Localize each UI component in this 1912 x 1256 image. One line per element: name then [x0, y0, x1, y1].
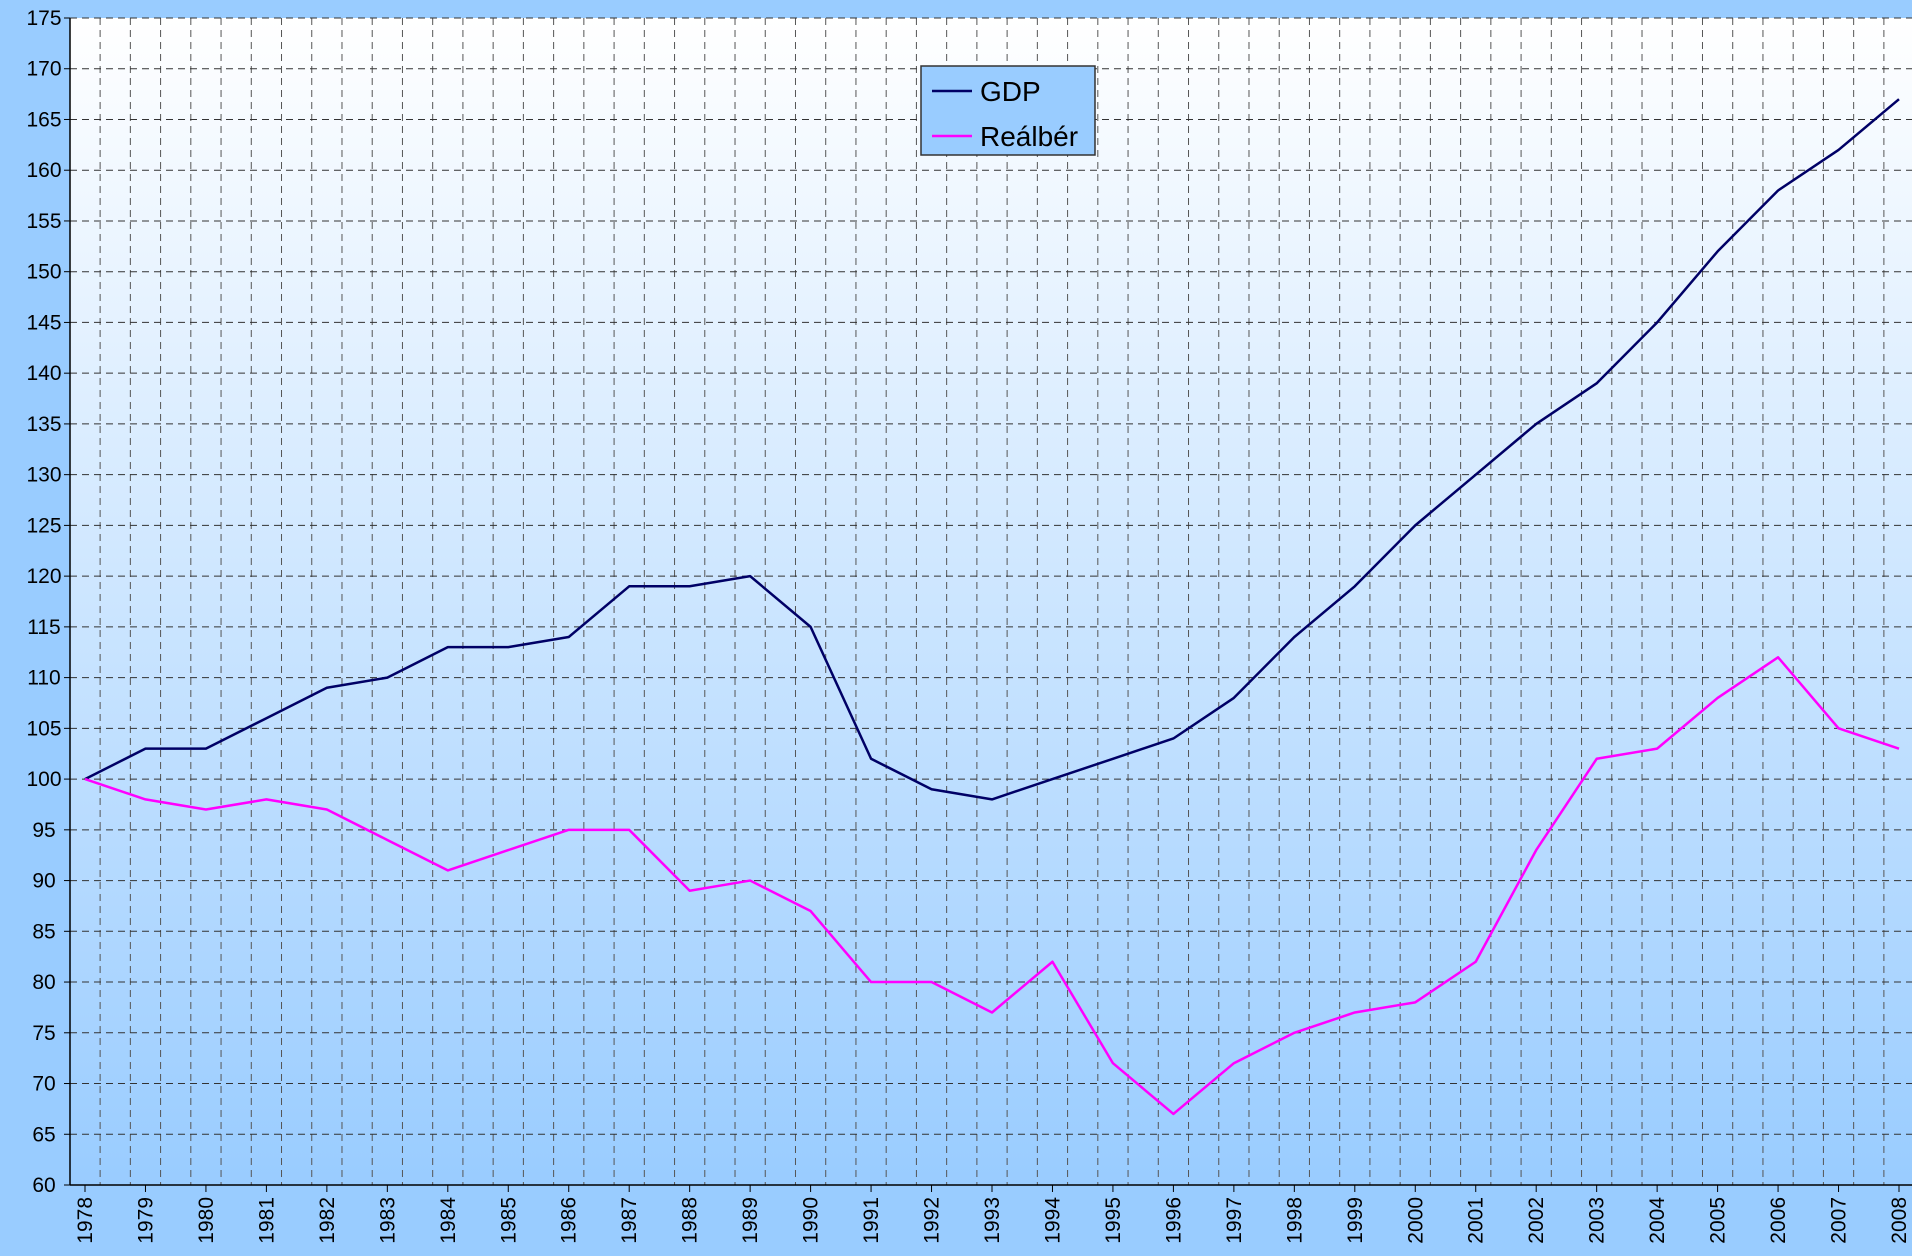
x-tick-label: 1984 [437, 1197, 460, 1244]
y-tick-label: 170 [26, 58, 61, 81]
y-tick-label: 130 [26, 464, 61, 487]
x-tick-label: 2007 [1828, 1197, 1851, 1244]
x-tick-label: 1982 [316, 1197, 339, 1244]
x-tick-label: 1988 [679, 1197, 702, 1244]
y-tick-label: 95 [32, 819, 55, 842]
y-tick-label: 85 [32, 920, 55, 943]
y-tick-label: 70 [32, 1073, 55, 1096]
y-tick-label: 165 [26, 108, 61, 131]
x-tick-label: 1978 [74, 1197, 97, 1244]
x-tick-label: 1998 [1283, 1197, 1306, 1244]
x-tick-label: 2005 [1707, 1197, 1730, 1244]
legend-box [920, 65, 1096, 156]
y-tick-label: 90 [32, 870, 55, 893]
y-tick-label: 140 [26, 362, 61, 385]
x-tick-label: 2001 [1465, 1197, 1488, 1244]
series-line [84, 656, 1900, 1116]
y-tick-label: 75 [32, 1022, 55, 1045]
x-tick-label: 1989 [739, 1197, 762, 1244]
x-tick-label: 1997 [1223, 1197, 1246, 1244]
x-tick-label: 1981 [255, 1197, 278, 1244]
y-tick-label: 115 [27, 616, 60, 639]
x-tick-label: 1996 [1162, 1197, 1185, 1244]
series [84, 98, 1900, 1116]
legend: GDP Reálbér [920, 65, 1096, 156]
y-tick-label: 175 [26, 7, 61, 30]
x-tick-label: 2002 [1525, 1197, 1548, 1244]
y-tick-label: 125 [26, 514, 61, 537]
grid [64, 17, 1912, 1186]
x-tick-label: 1994 [1041, 1197, 1064, 1244]
x-tick-label: 2000 [1404, 1197, 1427, 1244]
y-tick-label: 145 [26, 311, 61, 334]
x-tick-label: 2008 [1888, 1197, 1911, 1244]
y-tick-label: 135 [26, 413, 61, 436]
x-tick-label: 1983 [376, 1197, 399, 1244]
x-tick-label: 1992 [921, 1197, 944, 1244]
x-tick-label: 2003 [1586, 1197, 1609, 1244]
x-tick-label: 1990 [800, 1197, 823, 1244]
x-tick-label: 1991 [860, 1197, 883, 1244]
y-tick-label: 110 [27, 667, 60, 690]
x-tick-label: 1995 [1102, 1197, 1125, 1244]
x-tick-label: 2006 [1767, 1197, 1790, 1244]
y-tick-label: 105 [26, 717, 61, 740]
x-tick-label: 1986 [558, 1197, 581, 1244]
x-tick-label: 2004 [1646, 1197, 1669, 1244]
series-line [84, 98, 1900, 801]
legend-label: GDP [980, 76, 1041, 107]
x-tick-label: 1993 [981, 1197, 1004, 1244]
y-tick-label: 60 [32, 1174, 55, 1197]
x-tick-label: 1979 [134, 1197, 157, 1244]
y-tick-label: 65 [32, 1123, 55, 1146]
plot-area [70, 18, 1912, 1185]
x-tick-label: 1985 [497, 1197, 520, 1244]
y-tick-label: 150 [26, 261, 61, 284]
legend-label: Reálbér [980, 121, 1078, 152]
y-tick-label: 155 [26, 210, 61, 233]
y-tick-label: 80 [32, 971, 55, 994]
y-tick-label: 100 [26, 768, 61, 791]
x-tick-label: 1999 [1344, 1197, 1367, 1244]
y-tick-label: 120 [26, 565, 61, 588]
x-tick-label: 1987 [618, 1197, 641, 1244]
y-tick-label: 160 [26, 159, 61, 182]
x-tick-label: 1980 [195, 1197, 218, 1244]
